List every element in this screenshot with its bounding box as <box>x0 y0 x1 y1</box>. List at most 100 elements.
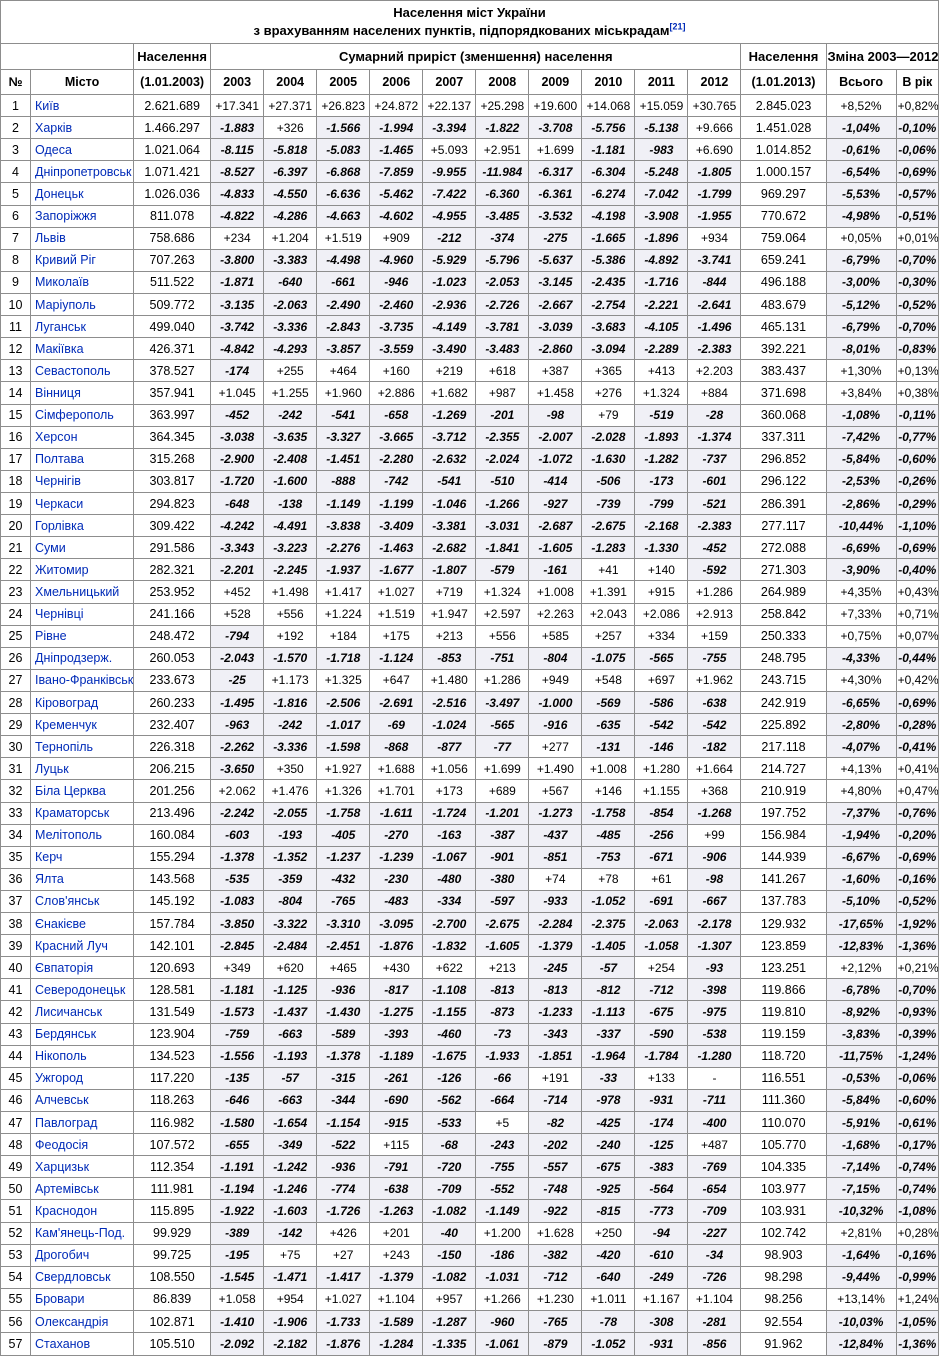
growth-2012: - <box>687 1066 742 1090</box>
growth-2007: -4.955 <box>422 204 477 228</box>
change-per-year-value: -0,70% <box>895 315 939 339</box>
city-link[interactable]: Миколаїв <box>35 275 90 290</box>
city-link[interactable]: Єнакієве <box>35 916 86 931</box>
growth-2012: -538 <box>687 1022 742 1046</box>
row-number: 4 <box>0 160 32 184</box>
city-link[interactable]: Одеса <box>35 142 72 157</box>
city-link[interactable]: Краматорськ <box>35 806 110 821</box>
growth-2005: -5.083 <box>316 138 371 162</box>
growth-2007: -126 <box>422 1066 477 1090</box>
city-link[interactable]: Полтава <box>35 452 84 467</box>
growth-2011: -1.330 <box>634 536 689 560</box>
city-link[interactable]: Сімферополь <box>35 408 114 423</box>
growth-2011: -174 <box>634 1111 689 1135</box>
growth-2005: -936 <box>316 978 371 1002</box>
city-link[interactable]: Хмельницький <box>35 584 120 599</box>
city-link[interactable]: Олександрія <box>35 1314 109 1329</box>
growth-2005: -1.154 <box>316 1111 371 1135</box>
growth-2011: -586 <box>634 690 689 715</box>
change-total-value: -4,33% <box>825 646 897 670</box>
city-link[interactable]: Кам'янець-Под. <box>35 1226 126 1241</box>
growth-2006: -393 <box>369 1022 424 1046</box>
city-link[interactable]: Макіївка <box>35 341 84 356</box>
growth-2004: -5.818 <box>263 138 318 162</box>
city-link[interactable]: Северодонецьк <box>35 982 126 997</box>
city-link[interactable]: Алчевськ <box>35 1093 89 1108</box>
city-link[interactable]: Севастополь <box>35 363 111 378</box>
title-line-2: з врахуванням населених пунктів, підпоря… <box>253 21 686 38</box>
city-link[interactable]: Чернівці <box>35 607 84 622</box>
city-link[interactable]: Павлоград <box>35 1115 98 1130</box>
growth-2012: -227 <box>687 1221 742 1245</box>
city-link[interactable]: Слов'янськ <box>35 894 100 909</box>
row-number: 51 <box>0 1199 32 1223</box>
growth-2005: -3.857 <box>316 337 371 361</box>
city-link[interactable]: Харків <box>35 120 73 135</box>
city-link[interactable]: Маріуполь <box>35 297 96 312</box>
city-link[interactable]: Мелітополь <box>35 828 102 843</box>
reference-link[interactable]: [21] <box>669 21 686 32</box>
city-link[interactable]: Кременчук <box>35 717 97 732</box>
population-2013-value: 337.311 <box>740 425 827 449</box>
city-link[interactable]: Євпаторія <box>35 960 94 975</box>
city-link[interactable]: Чернігів <box>35 474 81 489</box>
city-link[interactable]: Нікополь <box>35 1049 87 1064</box>
city-link[interactable]: Донецьк <box>35 186 84 201</box>
city-link[interactable]: Біла Церква <box>35 783 106 798</box>
city-link[interactable]: Черкаси <box>35 496 84 511</box>
row-number: 14 <box>0 381 32 405</box>
city-link[interactable]: Свердловськ <box>35 1270 111 1285</box>
table-row: 8 Кривий Ріг 707.263 -3.800 -3.383 -4.498 -4.9… <box>0 248 939 272</box>
change-total-value: -6,78% <box>825 978 897 1002</box>
city-link[interactable]: Луцьк <box>35 761 69 776</box>
city-link[interactable]: Ялта <box>35 872 64 887</box>
header-year-2005: 2005 <box>316 69 371 95</box>
city-link[interactable]: Дрогобич <box>35 1248 90 1263</box>
growth-2006: -915 <box>369 1111 424 1135</box>
city-link[interactable]: Феодосія <box>35 1137 89 1152</box>
change-total-value: -8,92% <box>825 1000 897 1024</box>
city-link[interactable]: Красний Луч <box>35 938 108 953</box>
city-link[interactable]: Дніпропетровськ <box>35 164 132 179</box>
growth-2011: +413 <box>634 359 689 383</box>
city-link[interactable]: Дніпродзерж. <box>35 651 113 666</box>
city-link[interactable]: Рівне <box>35 629 67 644</box>
city-link[interactable]: Керч <box>35 850 63 865</box>
growth-2006: +1.027 <box>369 580 424 604</box>
population-2013-value: 92.554 <box>740 1310 827 1334</box>
growth-2005: +1.960 <box>316 381 371 405</box>
city-link[interactable]: Київ <box>35 98 60 113</box>
city-link[interactable]: Артемівськ <box>35 1181 99 1196</box>
row-number: 30 <box>0 735 32 759</box>
city-link[interactable]: Луганськ <box>35 319 86 334</box>
city-link[interactable]: Львів <box>35 231 66 246</box>
population-2003-value: 2.621.689 <box>133 93 212 118</box>
city-link[interactable]: Суми <box>35 540 66 555</box>
city-link[interactable]: Тернопіль <box>35 739 94 754</box>
city-link[interactable]: Бровари <box>35 1292 85 1307</box>
city-link[interactable]: Харцизьк <box>35 1159 90 1174</box>
change-per-year-value: -0,60% <box>895 447 939 471</box>
growth-2008: +1.286 <box>475 668 530 692</box>
city-cell: Полтава <box>30 447 135 471</box>
city-link[interactable]: Краснодон <box>35 1204 98 1219</box>
population-2013-value: 103.977 <box>740 1177 827 1201</box>
city-link[interactable]: Кривий Ріг <box>35 253 96 268</box>
growth-2007: -460 <box>422 1022 477 1046</box>
city-link[interactable]: Горлівка <box>35 518 84 533</box>
city-link[interactable]: Стаханов <box>35 1337 91 1352</box>
city-link[interactable]: Лисичанськ <box>35 1005 103 1020</box>
growth-2010: -1.113 <box>581 1000 636 1024</box>
city-link[interactable]: Житомир <box>35 562 89 577</box>
city-link[interactable]: Кіровоград <box>35 695 99 710</box>
city-link[interactable]: Бердянськ <box>35 1027 97 1042</box>
city-link[interactable]: Ужгород <box>35 1071 84 1086</box>
city-link[interactable]: Херсон <box>35 430 78 445</box>
city-link[interactable]: Запоріжжя <box>35 209 97 224</box>
growth-2005: +464 <box>316 359 371 383</box>
city-link[interactable]: Вінниця <box>35 385 81 400</box>
population-2013-value: 277.117 <box>740 514 827 538</box>
growth-2009: +1.628 <box>528 1221 583 1245</box>
header-columns-row: № Місто (1.01.2003) 2003 2004 2005 2006 2007… <box>0 69 939 95</box>
city-link[interactable]: Івано-Франківськ <box>35 673 134 688</box>
